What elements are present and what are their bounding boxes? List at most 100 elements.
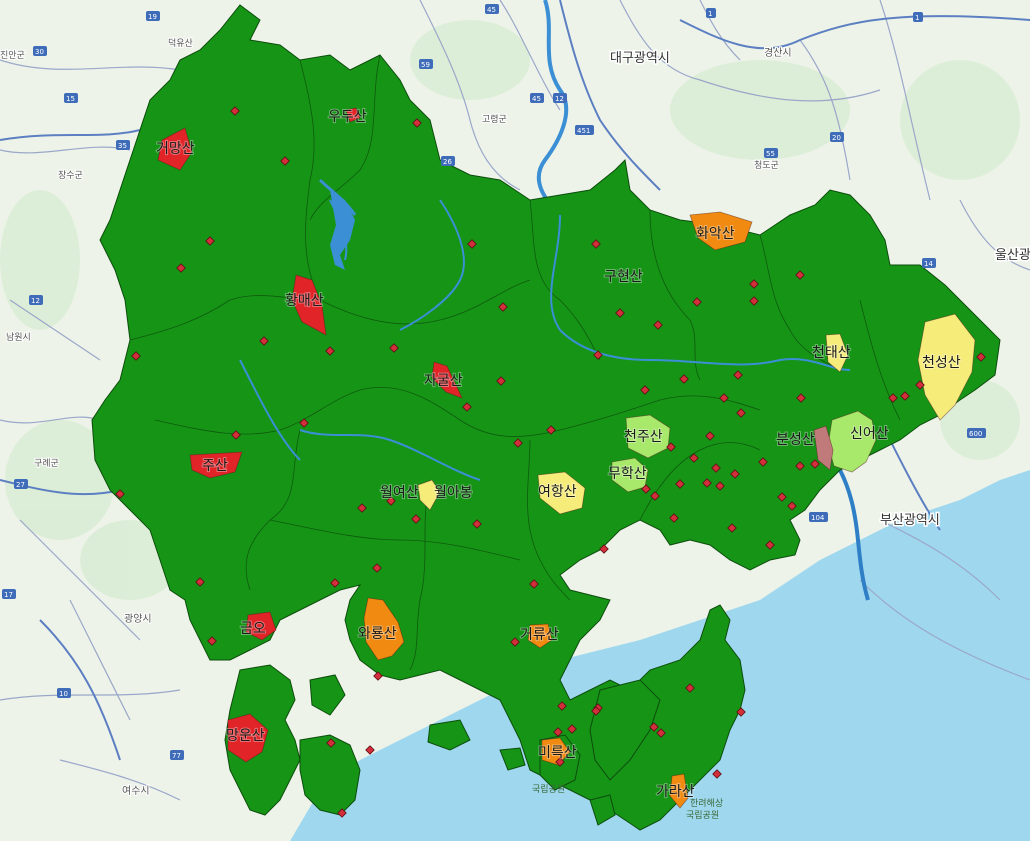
sample-point[interactable] — [900, 391, 910, 401]
sample-point[interactable] — [529, 579, 539, 589]
sample-point[interactable] — [546, 425, 556, 435]
sample-point[interactable] — [749, 279, 759, 289]
sample-point[interactable] — [641, 484, 651, 494]
sample-point[interactable] — [115, 489, 125, 499]
peak-area-umu[interactable] — [345, 107, 361, 123]
sample-point[interactable] — [777, 492, 787, 502]
peak-area-hwaak[interactable] — [689, 211, 753, 251]
sample-point[interactable] — [733, 370, 743, 380]
peak-area-bunseong[interactable] — [813, 425, 834, 471]
sample-point[interactable] — [591, 239, 601, 249]
peak-area-mangun[interactable] — [227, 713, 269, 763]
sample-point[interactable] — [736, 707, 746, 717]
sample-point[interactable] — [259, 336, 269, 346]
sample-point[interactable] — [510, 637, 520, 647]
sample-point[interactable] — [810, 459, 820, 469]
peak-area-waryong[interactable] — [363, 597, 405, 661]
sample-point[interactable] — [640, 385, 650, 395]
sample-point[interactable] — [656, 728, 666, 738]
sample-point[interactable] — [496, 376, 506, 386]
sample-point[interactable] — [555, 757, 565, 767]
sample-point[interactable] — [591, 706, 601, 716]
sample-point[interactable] — [231, 430, 241, 440]
sample-point[interactable] — [758, 457, 768, 467]
sample-point[interactable] — [472, 519, 482, 529]
peak-area-georyu[interactable] — [527, 623, 553, 649]
sample-point[interactable] — [715, 481, 725, 491]
sample-point[interactable] — [702, 478, 712, 488]
sample-point[interactable] — [567, 724, 577, 734]
sample-points[interactable] — [115, 106, 986, 818]
peak-polygons[interactable] — [157, 107, 976, 809]
sample-point[interactable] — [386, 496, 396, 506]
sample-point[interactable] — [712, 769, 722, 779]
sample-point[interactable] — [730, 469, 740, 479]
peak-area-cheonseong[interactable] — [917, 313, 976, 421]
sample-point[interactable] — [727, 523, 737, 533]
sample-point[interactable] — [299, 418, 309, 428]
sample-point[interactable] — [669, 513, 679, 523]
sample-point[interactable] — [666, 442, 676, 452]
sample-point[interactable] — [357, 503, 367, 513]
sample-point[interactable] — [467, 239, 477, 249]
sample-point[interactable] — [749, 296, 759, 306]
sample-point[interactable] — [593, 350, 603, 360]
peak-area-mireuk[interactable] — [541, 737, 571, 766]
sample-point[interactable] — [679, 374, 689, 384]
sample-point[interactable] — [195, 577, 205, 587]
peak-area-wolabong[interactable] — [417, 479, 441, 511]
sample-point[interactable] — [411, 514, 421, 524]
sample-point[interactable] — [736, 408, 746, 418]
sample-point[interactable] — [230, 106, 240, 116]
sample-point[interactable] — [131, 351, 141, 361]
sample-point[interactable] — [325, 346, 335, 356]
sample-point[interactable] — [915, 380, 925, 390]
sample-point[interactable] — [557, 701, 567, 711]
sample-point[interactable] — [207, 636, 217, 646]
peak-area-jusan[interactable] — [189, 451, 243, 479]
sample-point[interactable] — [330, 578, 340, 588]
sample-point[interactable] — [653, 320, 663, 330]
sample-point[interactable] — [372, 563, 382, 573]
sample-point[interactable] — [498, 302, 508, 312]
sample-point[interactable] — [976, 352, 986, 362]
sample-point[interactable] — [337, 808, 347, 818]
sample-point[interactable] — [692, 297, 702, 307]
sample-point[interactable] — [711, 463, 721, 473]
peak-area-gara[interactable] — [669, 773, 689, 809]
peak-area-hwangmae[interactable] — [291, 274, 327, 336]
sample-point[interactable] — [615, 308, 625, 318]
sample-point[interactable] — [888, 393, 898, 403]
peak-area-jagul[interactable] — [431, 361, 463, 399]
sample-point[interactable] — [689, 453, 699, 463]
sample-point[interactable] — [650, 491, 660, 501]
sample-point[interactable] — [795, 270, 805, 280]
study-region[interactable] — [91, 4, 1001, 831]
sample-point[interactable] — [787, 501, 797, 511]
sample-point[interactable] — [675, 479, 685, 489]
sample-point[interactable] — [553, 727, 563, 737]
sample-point[interactable] — [280, 156, 290, 166]
sample-point[interactable] — [719, 393, 729, 403]
sample-point[interactable] — [205, 236, 215, 246]
sample-point[interactable] — [365, 745, 375, 755]
sample-point[interactable] — [462, 402, 472, 412]
peak-area-geomang[interactable] — [157, 127, 193, 171]
sample-point[interactable] — [796, 393, 806, 403]
sample-point[interactable] — [685, 683, 695, 693]
sample-point[interactable] — [705, 431, 715, 441]
sample-point[interactable] — [513, 438, 523, 448]
sample-point[interactable] — [765, 540, 775, 550]
sample-point[interactable] — [389, 343, 399, 353]
sample-point[interactable] — [599, 544, 609, 554]
peak-area-yeohang[interactable] — [537, 471, 586, 515]
peak-area-geumo[interactable] — [245, 611, 277, 641]
sample-point[interactable] — [412, 118, 422, 128]
sample-point[interactable] — [373, 671, 383, 681]
sample-point[interactable] — [649, 722, 659, 732]
peak-area-cheontae[interactable] — [825, 333, 849, 373]
sample-point[interactable] — [795, 461, 805, 471]
sample-point[interactable] — [326, 738, 336, 748]
